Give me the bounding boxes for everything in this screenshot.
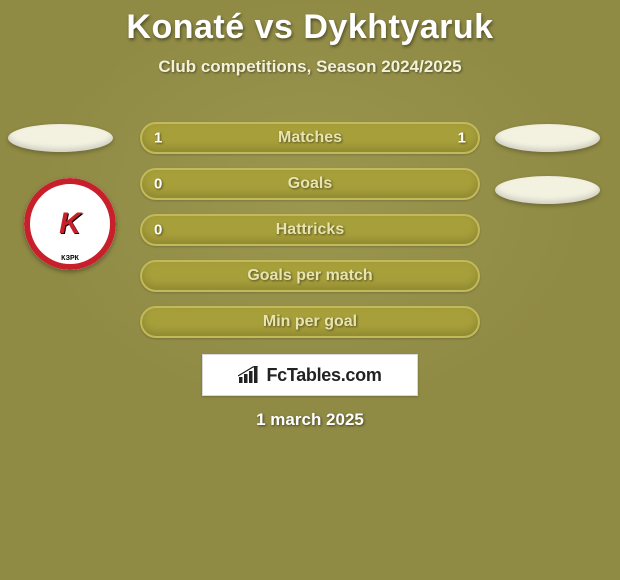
stat-bar-hattricks: 0 Hattricks	[140, 214, 480, 246]
date-stamp: 1 march 2025	[0, 410, 620, 430]
stat-left-value: 1	[154, 130, 162, 147]
player-right-oval-2	[495, 176, 600, 204]
page-subtitle: Club competitions, Season 2024/2025	[0, 57, 620, 77]
stat-right-value: 1	[458, 130, 466, 147]
stat-label: Hattricks	[276, 221, 344, 239]
badge-subtext: КЗРК	[24, 255, 116, 262]
stat-bar-matches: 1 Matches 1	[140, 122, 480, 154]
player-left-oval	[8, 124, 113, 152]
badge-letter: K	[59, 207, 81, 241]
stat-label: Matches	[278, 129, 342, 147]
stat-bar-goals: 0 Goals	[140, 168, 480, 200]
stat-bar-min-per-goal: Min per goal	[140, 306, 480, 338]
chart-icon	[238, 366, 260, 384]
stat-bar-goals-per-match: Goals per match	[140, 260, 480, 292]
player-right-oval	[495, 124, 600, 152]
brand-text: FcTables.com	[266, 365, 381, 386]
stat-left-value: 0	[154, 176, 162, 193]
stat-label: Goals per match	[247, 267, 372, 285]
stat-left-value: 0	[154, 222, 162, 239]
brand-box[interactable]: FcTables.com	[202, 354, 418, 396]
stat-label: Min per goal	[263, 313, 357, 331]
comparison-card: Konaté vs Dykhtyaruk Club competitions, …	[0, 0, 620, 580]
page-title: Konaté vs Dykhtyaruk	[0, 8, 620, 47]
stat-label: Goals	[288, 175, 332, 193]
badge-inner: K	[41, 195, 99, 253]
club-badge-left: K КЗРК	[24, 178, 116, 270]
stat-bars: 1 Matches 1 0 Goals 0 Hattricks Goals pe…	[140, 122, 480, 338]
